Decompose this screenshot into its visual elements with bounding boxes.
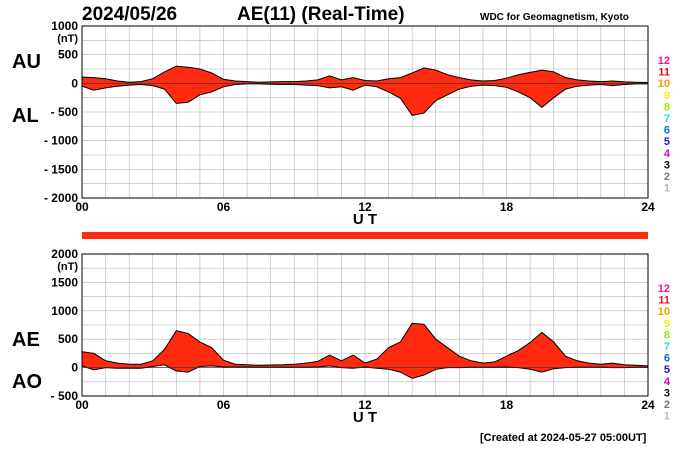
station-legend-entry: 8 (664, 329, 670, 341)
station-legend-entry: 3 (664, 159, 670, 171)
upper-index-line (81, 322, 649, 367)
y-tick-label: 1000 (51, 19, 78, 33)
station-legend-entry: 1 (664, 411, 670, 423)
x-tick-label: 00 (75, 398, 89, 412)
x-tick-label: 06 (217, 398, 231, 412)
index-fill-area (82, 323, 648, 379)
upper-index-line (81, 65, 649, 83)
station-legend-entry: 6 (664, 353, 670, 365)
station-legend-entry: 9 (664, 318, 670, 330)
y-tick-label: - 2000 (44, 191, 78, 205)
station-legend-entry: 12 (658, 283, 670, 295)
y-tick-label: - 500 (51, 105, 79, 119)
x-tick-label: 18 (500, 200, 514, 214)
y-tick-label: 0 (71, 76, 78, 90)
x-axis-label: U T (353, 211, 377, 228)
x-tick-label: 06 (217, 200, 231, 214)
y-tick-label: - 1000 (44, 134, 78, 148)
created-timestamp: [Created at 2024-05-27 05:00UT] (480, 432, 647, 444)
station-legend-entry: 10 (658, 306, 670, 318)
date-label: 2024/05/26 (82, 4, 178, 25)
chart-title: AE(11) (Real-Time) (237, 4, 405, 25)
y-tick-label: - 500 (51, 389, 79, 403)
x-axis-label: U T (353, 409, 377, 426)
lower-index-label: AL (12, 105, 39, 127)
station-legend-entry: 11 (658, 295, 670, 307)
y-tick-label: - 1500 (44, 162, 78, 176)
source-label: WDC for Geomagnetism, Kyoto (480, 12, 629, 23)
y-tick-label: 500 (58, 48, 78, 62)
station-legend-entry: 12 (658, 55, 670, 67)
upper-index-label: AU (12, 51, 41, 73)
x-tick-label: 12 (358, 200, 372, 214)
lower-index-line (81, 364, 648, 379)
station-legend-entry: 6 (664, 125, 670, 137)
plot-frame (81, 25, 649, 199)
y-tick-label: 2000 (51, 247, 78, 261)
station-legend-entry: 7 (664, 341, 670, 353)
station-legend-entry: 5 (664, 136, 670, 148)
x-tick-label: 00 (75, 200, 89, 214)
separator-band (82, 232, 648, 239)
x-tick-label: 24 (641, 398, 655, 412)
station-legend-entry: 11 (658, 67, 670, 79)
station-legend-entry: 4 (664, 148, 671, 160)
station-legend-entry: 4 (664, 376, 671, 388)
y-tick-label: 0 (71, 361, 78, 375)
station-legend-entry: 3 (664, 387, 670, 399)
lower-index-line (81, 83, 648, 116)
station-legend-entry: 10 (658, 78, 670, 90)
station-legend-entry: 7 (664, 113, 670, 125)
x-tick-label: 12 (358, 398, 372, 412)
lower-index-label: AO (12, 371, 42, 393)
plot-frame (81, 253, 649, 397)
station-legend-entry: 2 (664, 399, 670, 411)
station-legend-entry: 9 (664, 90, 670, 102)
y-tick-label: 1000 (51, 304, 78, 318)
x-tick-label: 24 (641, 200, 655, 214)
station-legend-entry: 5 (664, 364, 670, 376)
station-legend-entry: 1 (664, 183, 670, 195)
y-tick-label: 500 (58, 332, 78, 346)
upper-index-label: AE (12, 329, 40, 351)
y-tick-label: 1500 (51, 275, 78, 289)
y-unit-label: (nT) (57, 33, 78, 45)
y-unit-label: (nT) (57, 261, 78, 273)
station-legend-entry: 2 (664, 171, 670, 183)
station-legend-entry: 8 (664, 101, 670, 113)
x-tick-label: 18 (500, 398, 514, 412)
